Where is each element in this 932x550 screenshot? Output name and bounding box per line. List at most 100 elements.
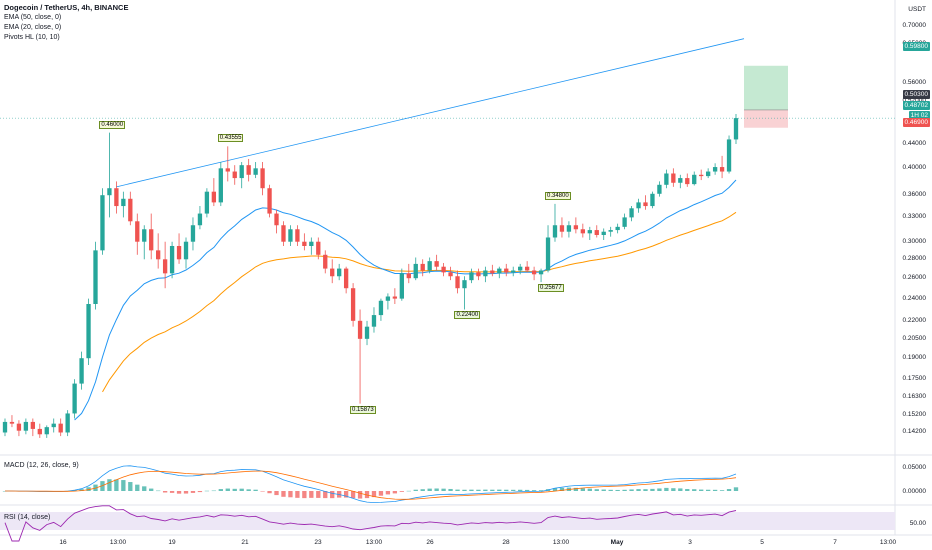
macd-hist-bar <box>594 489 599 491</box>
macd-hist-bar <box>615 489 620 491</box>
candle-body <box>65 413 70 433</box>
macd-hist-bar <box>629 489 634 491</box>
candle-body <box>601 231 606 235</box>
candle-body <box>469 272 474 281</box>
candle-body <box>114 188 119 207</box>
candle-body <box>142 229 147 242</box>
currency-label: USDT <box>908 6 926 13</box>
candle-body <box>218 168 223 203</box>
candle-body <box>427 261 432 271</box>
macd-hist-bar <box>86 487 91 491</box>
macd-hist-bar <box>608 489 613 491</box>
candle-body <box>636 202 641 209</box>
candle-body <box>392 296 398 299</box>
ema20-legend[interactable]: EMA (20, close, 0) <box>4 24 62 31</box>
macd-hist-bar <box>580 488 585 491</box>
macd-hist-bar <box>156 490 161 492</box>
macd-hist-bar <box>657 488 662 491</box>
candle-body <box>518 266 523 271</box>
candle-body <box>413 263 418 279</box>
candle-body <box>93 250 98 304</box>
macd-axis-top: 0.05000 <box>902 464 927 471</box>
macd-hist-bar <box>476 489 481 491</box>
macd-label[interactable]: MACD (12, 26, close, 9) <box>4 462 79 469</box>
time-axis-label: 21 <box>241 539 249 546</box>
macd-hist-bar <box>671 488 676 491</box>
pivot-label: 0.25677 <box>538 284 564 293</box>
price-axis-label: 0.22000 <box>902 316 927 324</box>
macd-hist-bar <box>511 489 516 491</box>
candle-body <box>330 268 335 277</box>
candle-body <box>364 326 370 339</box>
pivot-label: 0.46000 <box>99 120 126 129</box>
symbol-title[interactable]: Dogecoin / TetherUS, 4h, BINANCE <box>4 3 129 12</box>
macd-hist-bar <box>406 490 411 492</box>
candle-body <box>573 225 579 230</box>
rsi-line <box>4 505 737 542</box>
macd-hist-bar <box>204 490 210 492</box>
macd-hist-bar <box>420 489 425 491</box>
price-axis-label: 0.28000 <box>902 255 927 263</box>
candle-body <box>211 191 217 203</box>
candle-body <box>253 168 258 175</box>
target-zone <box>744 65 788 110</box>
price-axis-label: 0.14200 <box>902 428 927 436</box>
macd-hist-bar <box>699 489 704 491</box>
macd-hist-bar <box>497 489 502 491</box>
candle-body <box>239 165 244 179</box>
stop-zone <box>744 109 788 128</box>
candle-body <box>441 266 446 273</box>
candle-body <box>385 296 391 301</box>
candle-body <box>16 423 22 431</box>
candle-body <box>685 178 690 185</box>
macd-hist-bar <box>183 491 189 494</box>
macd-hist-bar <box>190 491 196 493</box>
macd-hist-bar <box>636 489 641 491</box>
candle-body <box>692 174 697 185</box>
candle-body <box>545 237 551 271</box>
candle-body <box>169 245 175 274</box>
candle-body <box>531 270 537 275</box>
macd-hist-bar <box>719 490 725 491</box>
macd-hist-bar <box>378 491 384 496</box>
macd-hist-bar <box>643 489 648 491</box>
candle-body <box>420 263 425 271</box>
macd-hist-bar <box>392 491 398 494</box>
macd-hist-bar <box>274 491 279 496</box>
macd-hist-bar <box>281 491 286 497</box>
candle-body <box>587 230 592 234</box>
candle-body <box>135 221 140 242</box>
macd-hist-bar <box>253 489 258 491</box>
macd-line <box>5 465 737 504</box>
macd-hist-bar <box>573 487 579 491</box>
pivots-legend[interactable]: Pivots HL (10, 10) <box>4 34 60 41</box>
macd-hist-bar <box>601 489 606 491</box>
time-axis-label: 5 <box>760 539 764 546</box>
ema50-legend[interactable]: EMA (50, close, 0) <box>4 14 62 21</box>
macd-hist-bar <box>483 489 488 491</box>
macd-hist-bar <box>434 488 439 491</box>
candle-body <box>719 167 725 172</box>
macd-hist-bar <box>518 489 523 491</box>
time-axis-label: 13:00 <box>552 539 570 546</box>
candle-body <box>357 320 363 339</box>
candle-body <box>204 191 210 214</box>
candle-body <box>594 230 599 235</box>
rsi-label[interactable]: RSI (14, close) <box>4 514 51 521</box>
macd-hist-bar <box>587 488 592 491</box>
macd-hist-bar <box>692 489 697 491</box>
countdown-tag: 1H 02 <box>908 111 930 120</box>
candle-body <box>58 423 63 433</box>
candle-body <box>51 423 56 428</box>
candle-body <box>664 173 669 185</box>
target-price-tag: 0.59800 <box>902 42 930 51</box>
macd-hist-bar <box>323 491 328 499</box>
candle-body <box>274 213 279 226</box>
time-axis-label: 7 <box>833 539 837 546</box>
macd-hist-bar <box>246 489 251 491</box>
candle-body <box>622 217 627 227</box>
macd-hist-bar <box>295 491 300 498</box>
price-axis-label: 0.24000 <box>902 294 927 302</box>
candle-body <box>86 303 91 359</box>
